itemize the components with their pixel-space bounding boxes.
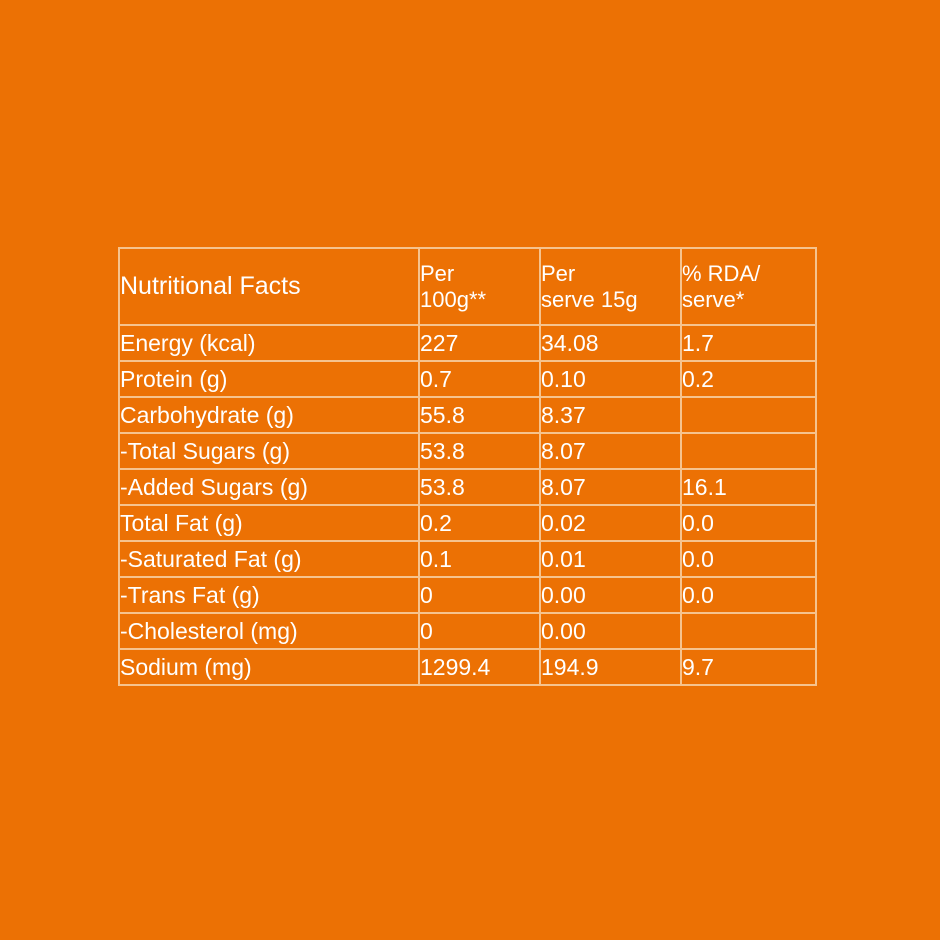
nutrient-label: -Trans Fat (g)	[118, 576, 420, 614]
nutrient-label: Energy (kcal)	[118, 324, 420, 362]
rda-value	[680, 432, 817, 470]
table-row: -Saturated Fat (g) 0.1 0.01 0.0	[118, 540, 817, 578]
per-100g-value: 0.1	[418, 540, 541, 578]
rda-value	[680, 612, 817, 650]
header-per-serve-line2: serve 15g	[541, 286, 638, 312]
table-title: Nutritional Facts	[118, 247, 420, 326]
table-row: Energy (kcal) 227 34.08 1.7	[118, 324, 817, 362]
rda-value: 0.0	[680, 540, 817, 578]
header-rda-line1: % RDA/	[682, 260, 761, 286]
per-serve-value: 8.37	[539, 396, 682, 434]
table-row: -Total Sugars (g) 53.8 8.07	[118, 432, 817, 470]
nutrient-label: -Total Sugars (g)	[118, 432, 420, 470]
per-100g-value: 0.7	[418, 360, 541, 398]
rda-value	[680, 396, 817, 434]
header-per-serve-line1: Per	[541, 260, 576, 286]
rda-value: 1.7	[680, 324, 817, 362]
nutrient-label: -Cholesterol (mg)	[118, 612, 420, 650]
per-100g-value: 0.2	[418, 504, 541, 542]
nutrient-label: Carbohydrate (g)	[118, 396, 420, 434]
header-rda-line2: serve*	[682, 286, 745, 312]
per-100g-value: 1299.4	[418, 648, 541, 686]
per-100g-value: 227	[418, 324, 541, 362]
nutrition-facts-table: Nutritional Facts Per 100g** Per serve 1…	[118, 247, 817, 686]
header-per-serve: Per serve 15g	[539, 247, 682, 326]
nutrient-label: -Saturated Fat (g)	[118, 540, 420, 578]
table-row: -Trans Fat (g) 0 0.00 0.0	[118, 576, 817, 614]
table-row: -Cholesterol (mg) 0 0.00	[118, 612, 817, 650]
nutrient-label: Protein (g)	[118, 360, 420, 398]
per-serve-value: 0.00	[539, 612, 682, 650]
nutrient-label: Sodium (mg)	[118, 648, 420, 686]
rda-value: 0.0	[680, 576, 817, 614]
per-serve-value: 194.9	[539, 648, 682, 686]
header-rda: % RDA/ serve*	[680, 247, 817, 326]
nutrient-label: -Added Sugars (g)	[118, 468, 420, 506]
rda-value: 0.2	[680, 360, 817, 398]
table-header-row: Nutritional Facts Per 100g** Per serve 1…	[118, 247, 817, 326]
per-serve-value: 0.01	[539, 540, 682, 578]
header-per-100g-line1: Per	[420, 260, 455, 286]
per-serve-value: 34.08	[539, 324, 682, 362]
per-100g-value: 0	[418, 576, 541, 614]
table-row: -Added Sugars (g) 53.8 8.07 16.1	[118, 468, 817, 506]
per-serve-value: 0.10	[539, 360, 682, 398]
nutrient-label: Total Fat (g)	[118, 504, 420, 542]
table-row: Total Fat (g) 0.2 0.02 0.0	[118, 504, 817, 542]
per-serve-value: 8.07	[539, 468, 682, 506]
rda-value: 16.1	[680, 468, 817, 506]
rda-value: 9.7	[680, 648, 817, 686]
per-100g-value: 55.8	[418, 396, 541, 434]
per-100g-value: 0	[418, 612, 541, 650]
table-row: Sodium (mg) 1299.4 194.9 9.7	[118, 648, 817, 686]
per-serve-value: 8.07	[539, 432, 682, 470]
per-100g-value: 53.8	[418, 468, 541, 506]
table-row: Carbohydrate (g) 55.8 8.37	[118, 396, 817, 434]
rda-value: 0.0	[680, 504, 817, 542]
per-serve-value: 0.02	[539, 504, 682, 542]
header-per-100g-line2: 100g**	[420, 286, 487, 312]
table-row: Protein (g) 0.7 0.10 0.2	[118, 360, 817, 398]
per-serve-value: 0.00	[539, 576, 682, 614]
header-per-100g: Per 100g**	[418, 247, 541, 326]
per-100g-value: 53.8	[418, 432, 541, 470]
